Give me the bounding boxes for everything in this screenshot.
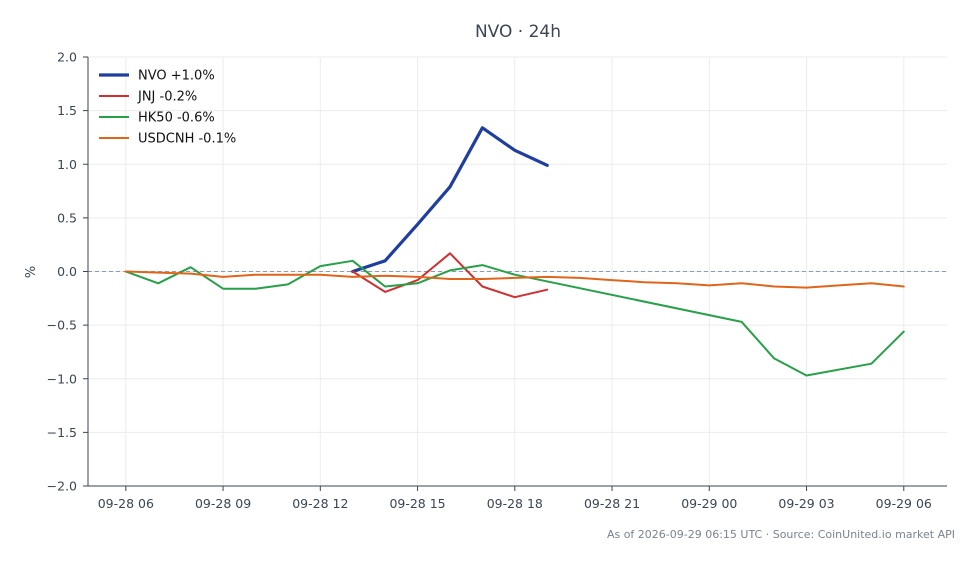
y-tick-label: 1.0 xyxy=(57,157,77,172)
x-tick-label: 09-28 21 xyxy=(584,496,640,511)
x-tick-label: 09-28 18 xyxy=(487,496,543,511)
series-line-2 xyxy=(351,252,549,299)
chart-title: NVO · 24h xyxy=(475,22,561,42)
y-tick-label: 1.5 xyxy=(57,103,77,118)
x-tick-label: 09-28 12 xyxy=(292,496,348,511)
y-tick-label: 0.0 xyxy=(57,264,77,279)
axes: −2.0 −1.5 −1.0 −0.5 0.0 0.5 1.0 1.5 2.0 09-28 06 0… xyxy=(47,50,947,511)
y-axis-title: % xyxy=(24,266,39,278)
y-tick-label: 2.0 xyxy=(57,50,77,65)
legend-label-1: NVO +1.0% xyxy=(138,69,215,84)
legend-label-3: HK50 -0.6% xyxy=(138,111,215,126)
x-tick-label: 09-28 06 xyxy=(98,496,154,511)
x-tick-label: 09-28 15 xyxy=(389,496,445,511)
y-tick-label: 0.5 xyxy=(57,210,77,225)
legend-label-2: JNJ -0.2% xyxy=(137,90,197,105)
series-line-3 xyxy=(124,259,905,377)
x-tick-label: 09-29 03 xyxy=(778,496,834,511)
series-layer xyxy=(124,126,905,377)
y-tick-label: −1.0 xyxy=(47,371,77,386)
y-tick-label: −0.5 xyxy=(47,318,77,333)
y-tick-label: −2.0 xyxy=(47,479,77,494)
footer-source-note: As of 2026-09-29 06:15 UTC · Source: Coi… xyxy=(607,528,955,541)
legend: NVO +1.0% JNJ -0.2% HK50 -0.6% USDCNH -0.1% xyxy=(99,69,236,147)
x-tick-label: 09-29 06 xyxy=(876,496,932,511)
series-line-1 xyxy=(351,126,549,274)
x-tick-label: 09-29 00 xyxy=(681,496,737,511)
x-tick-label: 09-28 09 xyxy=(195,496,251,511)
series-line-4 xyxy=(124,270,905,289)
y-tick-label: −1.5 xyxy=(47,425,77,440)
legend-label-4: USDCNH -0.1% xyxy=(138,132,236,147)
